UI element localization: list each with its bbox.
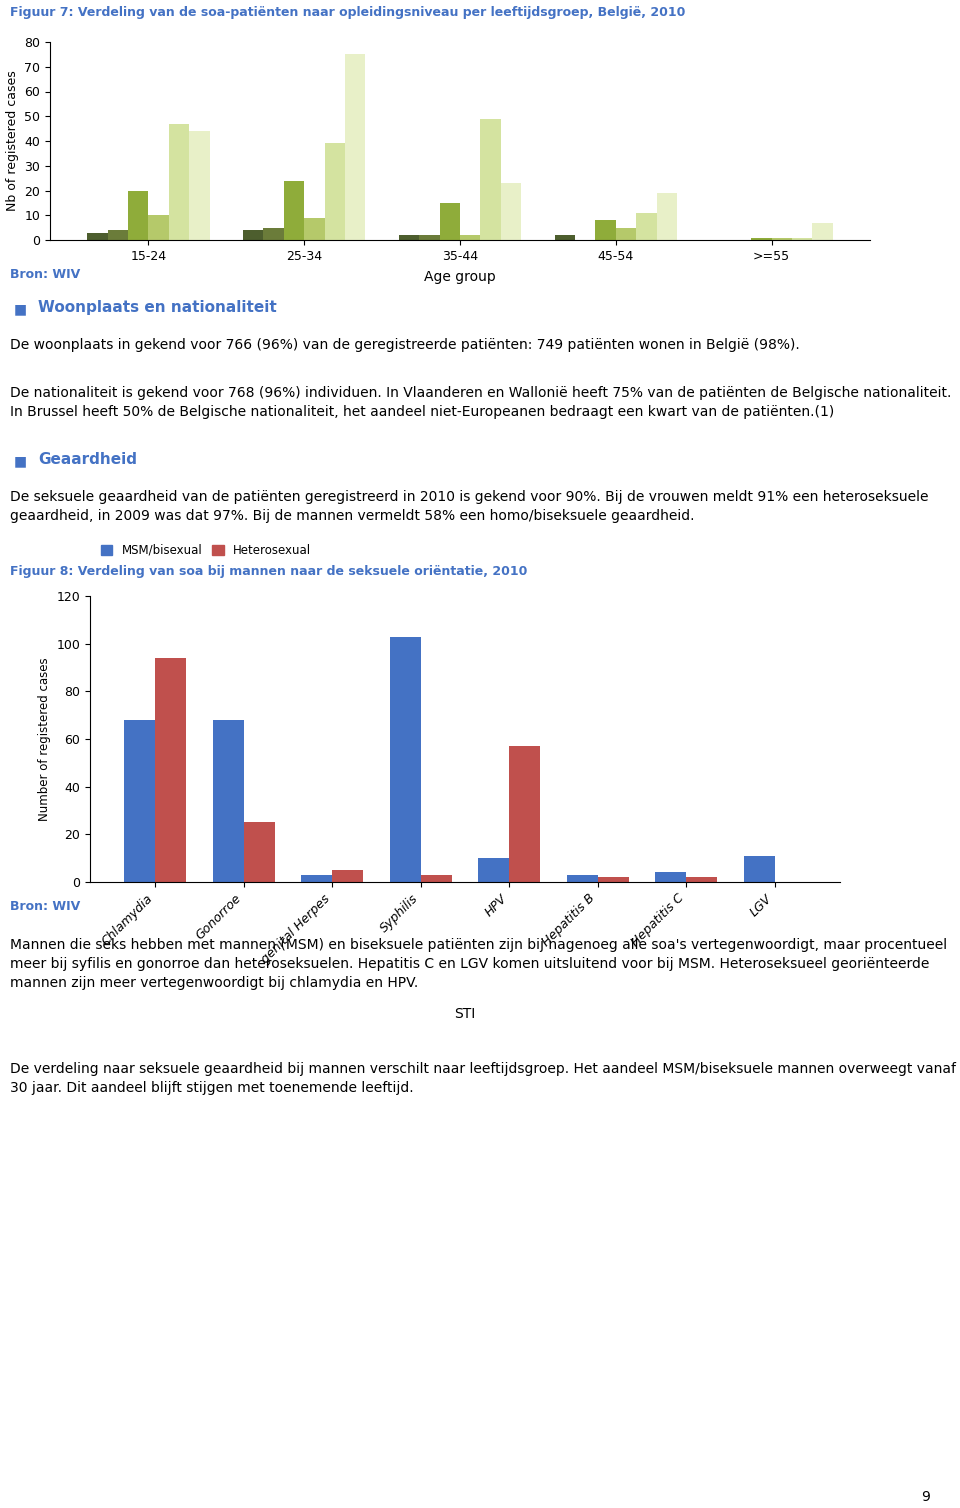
Text: Bron: WIV: Bron: WIV [10, 900, 81, 912]
Bar [812, 223, 832, 240]
Bar [304, 217, 324, 240]
Bar [156, 657, 186, 882]
Bar [460, 235, 480, 240]
Bar [501, 182, 521, 240]
Legend: MSM/bisexual, Heterosexual: MSM/bisexual, Heterosexual [96, 538, 316, 561]
Bar [480, 119, 501, 240]
Bar [301, 875, 332, 882]
Text: De woonplaats in gekend voor 766 (96%) van de geregistreerde patiënten: 749 pati: De woonplaats in gekend voor 766 (96%) v… [10, 338, 800, 351]
Bar [398, 235, 420, 240]
Bar [751, 238, 772, 240]
Text: Bron: WIV: Bron: WIV [10, 268, 81, 280]
Bar [440, 204, 460, 240]
Text: 9: 9 [922, 1490, 930, 1503]
Bar [243, 231, 263, 240]
X-axis label: STI: STI [454, 1007, 475, 1021]
Bar [212, 719, 244, 882]
Bar [792, 238, 812, 240]
Bar [390, 636, 420, 882]
Bar [636, 213, 657, 240]
Bar [656, 873, 686, 882]
Bar [598, 878, 629, 882]
Text: De nationaliteit is gekend voor 768 (96%) individuen. In Vlaanderen en Wallonië : De nationaliteit is gekend voor 768 (96%… [10, 386, 951, 419]
Bar [657, 193, 677, 240]
Text: De seksuele geaardheid van de patiënten geregistreerd in 2010 is gekend voor 90%: De seksuele geaardheid van de patiënten … [10, 490, 928, 523]
Bar [555, 235, 575, 240]
Bar [124, 719, 156, 882]
Bar [332, 870, 363, 882]
Bar [324, 143, 345, 240]
Bar [108, 231, 128, 240]
Bar [566, 875, 598, 882]
Text: Mannen die seks hebben met mannen (MSM) en biseksuele patiënten zijn bij nagenoe: Mannen die seks hebben met mannen (MSM) … [10, 938, 948, 989]
Y-axis label: Number of registered cases: Number of registered cases [37, 657, 51, 820]
Bar [284, 181, 304, 240]
Bar [686, 878, 717, 882]
Bar [478, 858, 509, 882]
X-axis label: Age group: Age group [424, 270, 496, 284]
Bar [772, 238, 792, 240]
Text: ■: ■ [14, 302, 27, 317]
Bar [615, 228, 636, 240]
Bar [420, 235, 440, 240]
Bar [244, 822, 275, 882]
Bar [263, 228, 284, 240]
Bar [189, 131, 209, 240]
Bar [128, 190, 149, 240]
Bar [744, 855, 775, 882]
Bar [595, 220, 615, 240]
Bar [169, 124, 189, 240]
Text: Geaardheid: Geaardheid [38, 452, 137, 467]
Bar [509, 746, 540, 882]
Text: Woonplaats en nationaliteit: Woonplaats en nationaliteit [38, 300, 276, 315]
Bar [345, 54, 366, 240]
Bar [420, 875, 452, 882]
Text: De verdeling naar seksuele geaardheid bij mannen verschilt naar leeftijdsgroep. : De verdeling naar seksuele geaardheid bi… [10, 1062, 956, 1095]
Y-axis label: Nb of registered cases: Nb of registered cases [6, 71, 19, 211]
Bar [87, 232, 108, 240]
Text: Figuur 8: Verdeling van soa bij mannen naar de seksuele oriëntatie, 2010: Figuur 8: Verdeling van soa bij mannen n… [10, 566, 527, 578]
Text: Figuur 7: Verdeling van de soa-patiënten naar opleidingsniveau per leeftijdsgroe: Figuur 7: Verdeling van de soa-patiënten… [10, 6, 685, 20]
Text: ■: ■ [14, 454, 27, 467]
Bar [149, 216, 169, 240]
